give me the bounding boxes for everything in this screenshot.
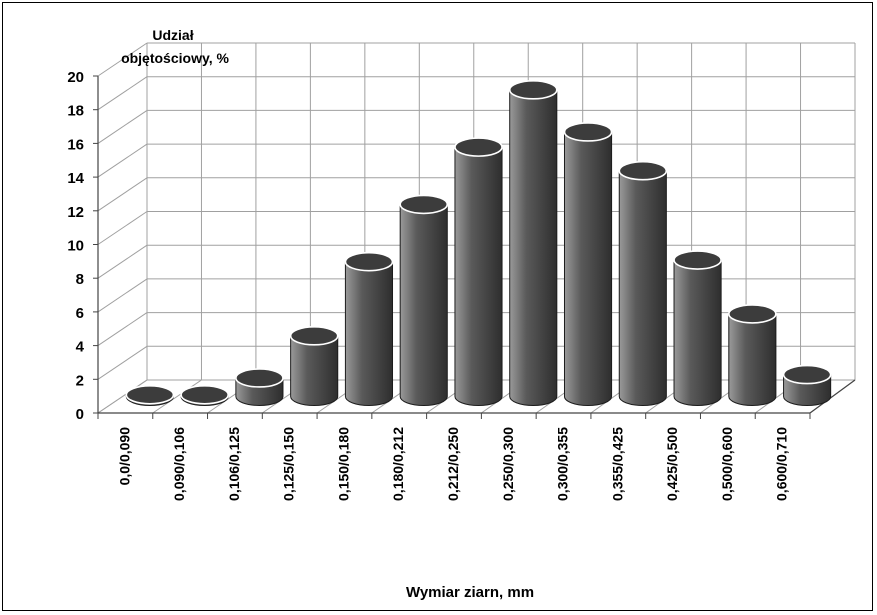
x-tick-label: 0,125/0,150 bbox=[281, 427, 297, 501]
x-tick-label: 0,106/0,125 bbox=[226, 427, 242, 501]
bar-body bbox=[618, 170, 667, 406]
bar bbox=[235, 368, 284, 406]
y-tick-label: 8 bbox=[76, 271, 84, 288]
axes bbox=[93, 75, 856, 419]
bar bbox=[782, 364, 832, 406]
bar-body bbox=[509, 89, 558, 406]
y-tick-label: 0 bbox=[76, 406, 84, 423]
grid-line-side bbox=[97, 278, 148, 313]
bar-top bbox=[454, 137, 503, 157]
bar-body bbox=[454, 146, 503, 406]
bar bbox=[125, 385, 175, 406]
bar-top bbox=[618, 160, 668, 181]
grid-line-side bbox=[97, 42, 148, 77]
bar-top bbox=[782, 364, 832, 385]
bar bbox=[727, 304, 777, 406]
grid-line-side bbox=[97, 211, 148, 245]
x-tick-label: 0,250/0,300 bbox=[500, 427, 516, 501]
bar-body bbox=[563, 131, 613, 406]
grid-line-side bbox=[97, 177, 148, 212]
y-axis-label-line-1: Udział bbox=[152, 27, 193, 43]
bar bbox=[508, 80, 558, 406]
bar bbox=[563, 122, 613, 406]
x-tick-label: 0,150/0,180 bbox=[335, 427, 351, 501]
y-tick-label: 18 bbox=[67, 103, 84, 120]
grid-line-side bbox=[97, 345, 148, 380]
y-tick-label: 10 bbox=[67, 238, 84, 255]
y-tick-label: 16 bbox=[67, 136, 84, 153]
bar-body bbox=[399, 203, 448, 406]
x-tick-label: 0,600/0,710 bbox=[774, 427, 790, 501]
x-axis-label: Wymiar ziarn, mm bbox=[406, 584, 534, 601]
y-tick-label: 20 bbox=[67, 69, 84, 86]
bar bbox=[180, 385, 230, 406]
bar-top bbox=[727, 304, 777, 324]
bar-top bbox=[508, 80, 558, 100]
bar-top bbox=[235, 368, 284, 388]
bar-body bbox=[290, 335, 339, 406]
grid-line-floor bbox=[152, 379, 202, 414]
y-tick-label: 4 bbox=[76, 339, 85, 356]
bar-top bbox=[289, 326, 339, 346]
bar-top bbox=[399, 194, 449, 215]
x-tick-label: 0,090/0,106 bbox=[171, 427, 187, 501]
grid-line-side bbox=[97, 143, 148, 178]
bar bbox=[454, 137, 503, 406]
bar bbox=[344, 251, 394, 406]
bar-body bbox=[673, 259, 722, 406]
y-tick-label: 6 bbox=[76, 305, 84, 322]
bar-top bbox=[344, 251, 394, 272]
bar-top bbox=[180, 385, 230, 405]
floor-edge-line bbox=[809, 379, 856, 414]
bar-body bbox=[728, 313, 777, 406]
bar-top bbox=[125, 385, 175, 405]
bar bbox=[618, 160, 668, 406]
x-tick-label: 0,212/0,250 bbox=[445, 427, 461, 501]
y-tick-label: 14 bbox=[67, 170, 84, 187]
grid-line-side bbox=[97, 379, 148, 414]
y-tick-label: 12 bbox=[67, 204, 84, 221]
bar bbox=[289, 326, 339, 406]
x-tick-label: 0,300/0,355 bbox=[555, 427, 571, 501]
y-axis-label-line-2: objętościowy, % bbox=[121, 50, 229, 66]
x-tick-label: 0,355/0,425 bbox=[609, 427, 625, 501]
grid-line-side bbox=[97, 109, 148, 144]
x-tick-label: 0,425/0,500 bbox=[664, 427, 680, 501]
bar bbox=[673, 250, 722, 406]
bar-top bbox=[563, 122, 613, 142]
x-tick-label: 0,180/0,212 bbox=[390, 427, 406, 501]
grid-line-side bbox=[97, 76, 148, 111]
grid-line-side bbox=[97, 244, 148, 279]
grid-line-side bbox=[97, 312, 148, 347]
bars bbox=[125, 80, 832, 406]
bar-body bbox=[344, 261, 394, 406]
bar bbox=[399, 194, 449, 406]
x-tick-label: 0,500/0,600 bbox=[719, 427, 735, 501]
tick-labels: 0 2 4 6 8 10 12 14 16 18 20 0,0/0,090 0,090/0,106 0,1… bbox=[67, 69, 789, 501]
y-tick-label: 2 bbox=[76, 372, 84, 389]
x-tick-label: 0,0/0,090 bbox=[116, 427, 132, 486]
bar-top bbox=[673, 250, 722, 270]
